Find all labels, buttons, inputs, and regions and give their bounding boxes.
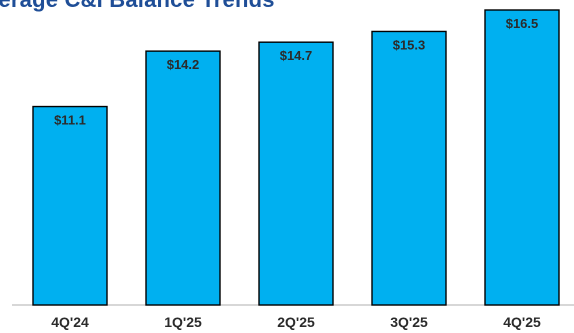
bar-4: [485, 10, 559, 305]
bar-2: [259, 42, 333, 305]
value-label-1: $14.2: [167, 57, 200, 72]
bar-3: [372, 31, 446, 305]
x-tick-label-2: 2Q'25: [277, 314, 315, 330]
x-tick-label-3: 3Q'25: [390, 314, 428, 330]
value-label-3: $15.3: [393, 37, 426, 52]
value-label-0: $11.1: [54, 113, 86, 128]
bar-1: [146, 51, 220, 305]
x-tick-label-1: 1Q'25: [164, 314, 202, 330]
value-label-2: $14.7: [280, 48, 313, 63]
x-tick-label-4: 4Q'25: [503, 314, 541, 330]
x-tick-label-0: 4Q'24: [51, 314, 89, 330]
value-label-4: $16.5: [506, 16, 539, 31]
bar-0: [33, 107, 107, 305]
